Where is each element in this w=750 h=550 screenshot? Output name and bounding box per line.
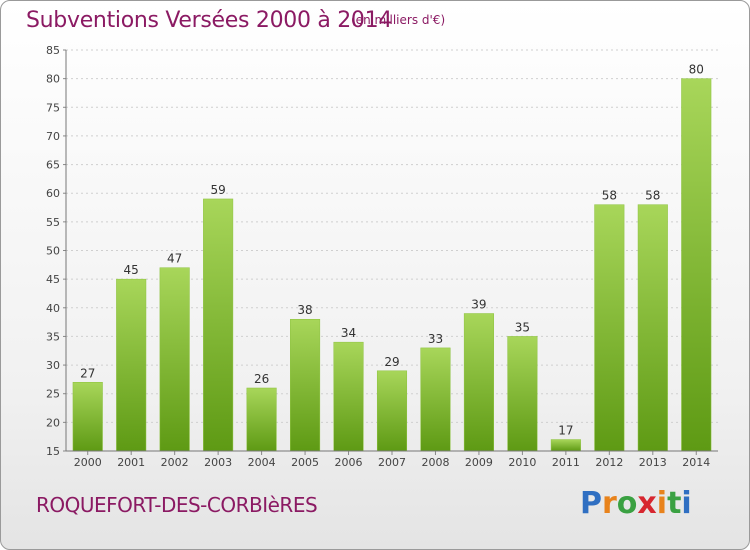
logo-letter: t	[667, 486, 682, 521]
bar-value-label: 58	[645, 189, 660, 203]
y-axis-ticks: 15 20 25 30 35 40 45 50 55 60 65 70 75 80 85	[46, 44, 66, 458]
bar-value-label: 33	[428, 332, 443, 346]
logo-letter: r	[602, 486, 617, 521]
axes	[65, 50, 718, 452]
logo-letter: P	[580, 486, 602, 521]
bar-2012	[594, 204, 625, 452]
bar-2004	[246, 387, 277, 452]
x-axis-ticks: 2000 2001 2002 2003 2004 2005 2006 2007 2008 2009…	[74, 451, 710, 469]
bar-2003	[203, 198, 234, 452]
bar-2007	[376, 370, 408, 452]
y-tick-label: 35	[46, 330, 60, 343]
y-tick-label: 25	[46, 388, 60, 401]
logo-letter: i	[681, 486, 692, 521]
bar-value-label: 35	[515, 320, 530, 334]
bar-value-label: 47	[167, 252, 182, 266]
y-tick-label: 40	[46, 302, 60, 315]
bar-2008	[420, 347, 451, 452]
y-tick-label: 55	[46, 216, 60, 229]
x-tick-label: 2005	[291, 456, 319, 469]
y-tick-label: 70	[46, 130, 60, 143]
bar-value-label: 45	[124, 263, 139, 277]
x-tick-label: 2011	[552, 456, 580, 469]
logo-letter: i	[656, 486, 668, 521]
bar-2006	[333, 341, 364, 452]
bar-2010	[507, 336, 538, 452]
bar-value-label: 27	[80, 366, 95, 380]
x-tick-label: 2001	[117, 456, 145, 469]
logo-letter: x	[637, 486, 657, 521]
bar-2002	[159, 267, 190, 452]
data-labels: 27 45 47 59 26 38 34 29 33 39 35 17 58 58 80	[80, 63, 704, 438]
bar-value-label: 58	[602, 189, 617, 203]
chart-subtitle: (en milliers d'€)	[351, 13, 446, 27]
y-tick-label: 80	[46, 73, 60, 86]
bar-2005	[290, 318, 321, 452]
bar-value-label: 59	[210, 183, 225, 197]
y-tick-label: 45	[46, 273, 60, 286]
bar-value-label: 80	[689, 63, 704, 77]
y-tick-label: 85	[46, 44, 60, 57]
x-tick-label: 2006	[335, 456, 363, 469]
y-tick-label: 60	[46, 187, 60, 200]
y-tick-label: 65	[46, 159, 60, 172]
bar-value-label: 26	[254, 372, 269, 386]
x-tick-label: 2004	[248, 456, 276, 469]
bar-2000	[72, 382, 103, 452]
x-tick-label: 2010	[508, 456, 536, 469]
commune-name: ROQUEFORT-DES-CORBIèRES	[36, 493, 318, 517]
proxiti-logo: Proxiti	[580, 486, 692, 521]
bar-2001	[116, 278, 147, 452]
y-tick-label: 20	[46, 416, 60, 429]
bar-value-label: 39	[471, 298, 486, 312]
x-tick-label: 2003	[204, 456, 232, 469]
y-tick-label: 30	[46, 359, 60, 372]
x-tick-label: 2013	[639, 456, 667, 469]
bar-value-label: 34	[341, 326, 356, 340]
x-tick-label: 2008	[421, 456, 449, 469]
y-tick-label: 50	[46, 245, 60, 258]
bar-2013	[637, 204, 668, 452]
y-tick-label: 15	[46, 445, 60, 458]
bar-value-label: 29	[384, 355, 399, 369]
x-tick-label: 2000	[74, 456, 102, 469]
x-tick-label: 2007	[378, 456, 406, 469]
y-tick-label: 75	[46, 101, 60, 114]
x-tick-label: 2012	[595, 456, 623, 469]
bars	[72, 78, 712, 452]
logo-letter: o	[616, 486, 638, 521]
bar-2014	[681, 78, 712, 452]
x-tick-label: 2014	[682, 456, 710, 469]
x-tick-label: 2009	[465, 456, 493, 469]
bar-value-label: 38	[297, 303, 312, 317]
chart-title: Subventions Versées 2000 à 2014	[26, 8, 393, 33]
bar-value-label: 17	[558, 424, 573, 438]
bar-2011	[550, 439, 581, 452]
bar-2009	[463, 313, 494, 452]
x-tick-label: 2002	[161, 456, 189, 469]
